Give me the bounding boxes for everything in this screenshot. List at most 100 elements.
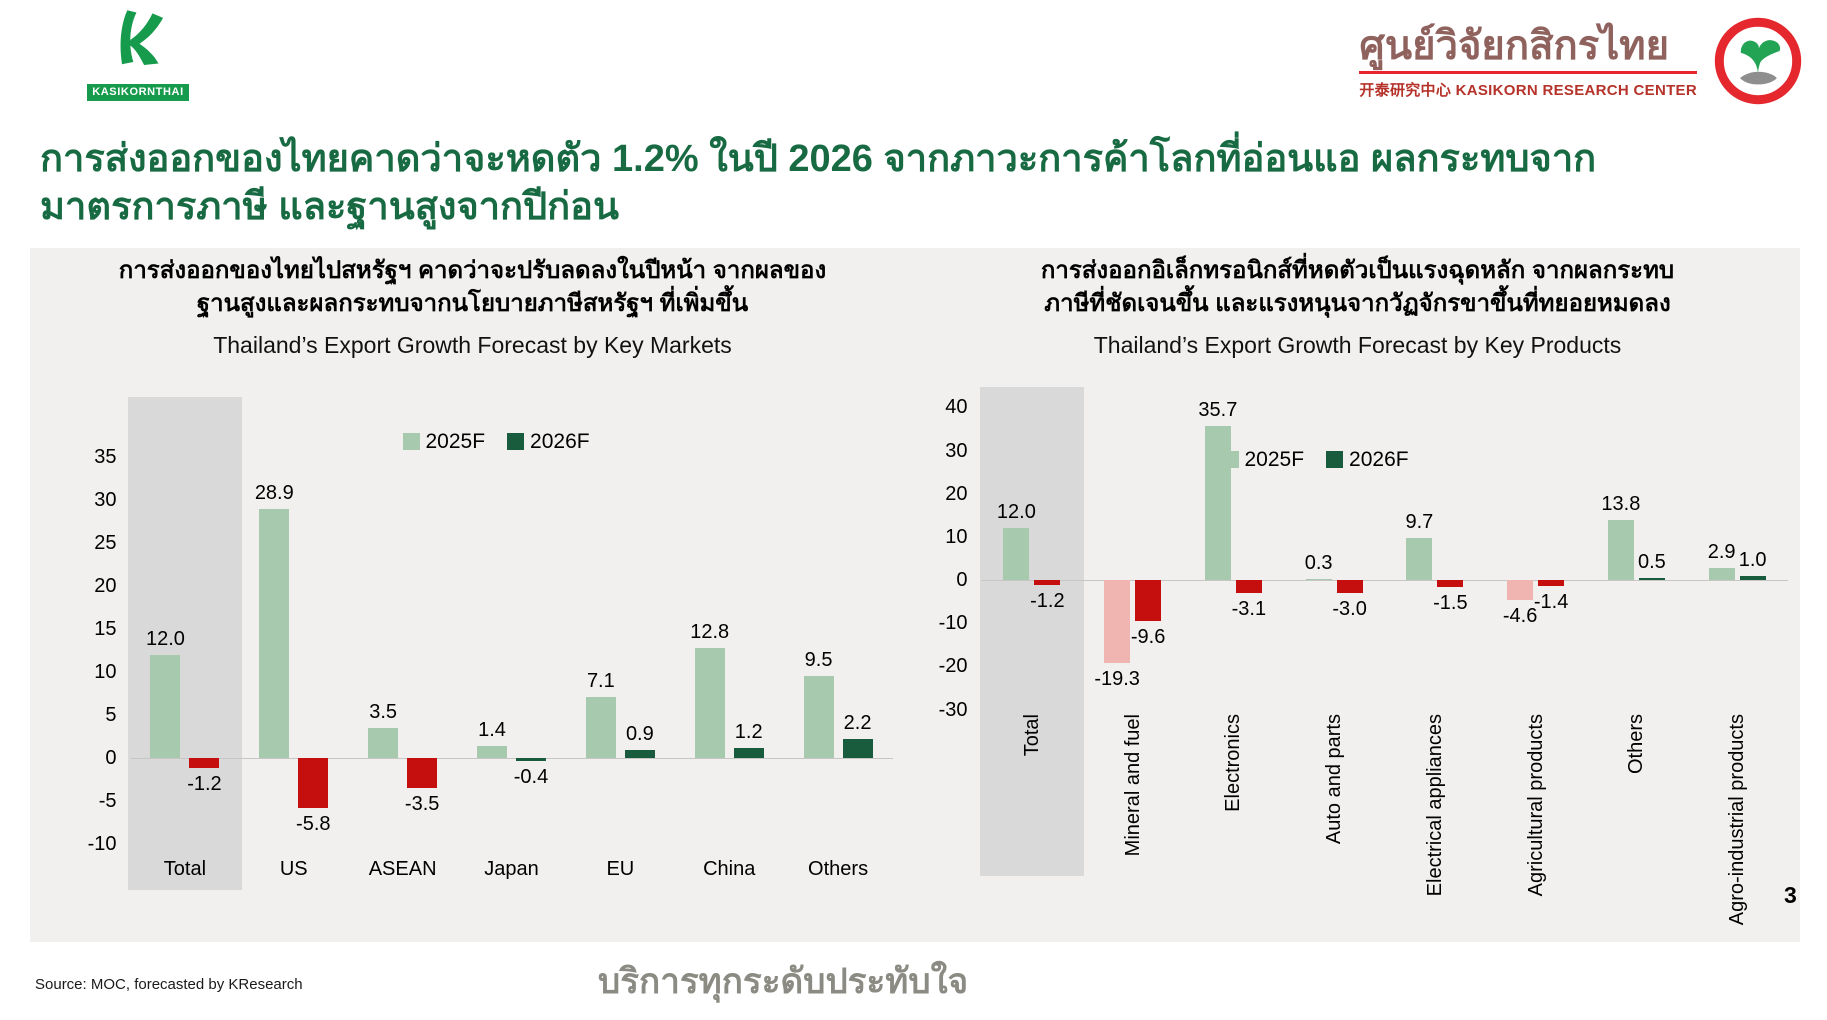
bar-2025f-china [694,647,725,758]
chart-block-key-markets: การส่งออกของไทยไปสหรัฐฯ คาดว่าจะปรับลดลง… [30,248,915,942]
value-label-2025f-us: 28.9 [254,482,294,505]
bar-2025f-others [1607,520,1634,581]
value-label-2026f-total: -1.2 [187,773,222,796]
bar-2025f-total [150,654,181,758]
bar-2025f-electrical-appliances [1406,538,1433,581]
bar-chart-key-products: 40 30 20 10 0 -10 -20 -30 12.0 -19.3 35.7 0.3 9.7 -4.… [922,374,1794,949]
y-axis-tick: 0 [105,746,117,769]
left-chart-subtitle: การส่งออกของไทยไปสหรัฐฯ คาดว่าจะปรับลดลง… [30,254,915,320]
value-label-2026f-auto-and-parts: -3.0 [1332,598,1367,620]
y-axis-tick: 35 [94,445,117,468]
y-axis-tick: 20 [94,574,117,597]
y-axis-tick: 15 [94,617,117,640]
category-label-electrical-appliances: Electrical appliances [1423,713,1446,897]
right-chart-subtitle-line2: ภาษีที่ชัดเจนขึ้น และแรงหนุนจากวัฏจักรขา… [1044,290,1671,318]
y-axis-tick: 40 [945,396,968,419]
krc-red-underline [1359,70,1697,74]
right-chart-subtitle-line1: การส่งออกอิเล็กทรอนิกส์ที่หดตัวเป็นแรงฉุ… [1040,257,1675,284]
category-label-others: Others [808,857,869,880]
bar-2026f-us [298,757,329,808]
bar-2025f-asean [368,727,399,758]
value-label-2025f-mineral-and-fuel: -19.3 [1094,668,1140,691]
value-label-2026f-eu: 0.9 [625,723,654,746]
category-label-asean: ASEAN [368,857,437,880]
bar-2025f-eu [585,696,616,758]
y-axis-tick: 30 [945,439,968,462]
bar-2025f-auto-and-parts [1305,578,1332,581]
value-label-2026f-japan: -0.4 [513,766,549,789]
chart-block-key-products: การส่งออกอิเล็กทรอนิกส์ที่หดตัวเป็นแรงฉุ… [915,248,1800,942]
value-label-2026f-us: -5.8 [296,812,331,835]
y-axis-tick: 10 [94,660,117,683]
legend-swatch-2026f [1326,451,1344,469]
kasikorn-k-icon [120,10,164,65]
value-label-2025f-agricultural-products: -4.6 [1502,604,1538,627]
value-label-2025f-others: 13.8 [1601,493,1641,516]
left-chart-subtitle-line2: ฐานสูงและผลกระทบจากนโยบายภาษีสหรัฐฯ ที่เ… [196,290,749,318]
zero-axis-line [130,757,893,759]
category-label-electronics: Electronics [1222,713,1245,812]
bar-2025f-others [803,676,834,758]
y-axis-tick: -5 [98,789,117,812]
source-note: Source: MOC, forecasted by KResearch [35,976,303,993]
right-chart-subtitle: การส่งออกอิเล็กทรอนิกส์ที่หดตัวเป็นแรงฉุ… [915,254,1800,320]
page-title: การส่งออกของไทยคาดว่าจะหดตัว 1.2% ในปี 2… [40,136,1800,231]
bar-2026f-agricultural-products [1538,580,1565,587]
legend-label-2026f: 2026F [530,429,590,453]
y-axis-tick: 30 [94,488,117,511]
legend-label-2025f: 2025F [1244,447,1305,471]
bar-2026f-electronics [1235,580,1262,594]
category-label-total: Total [1020,713,1043,757]
value-label-2026f-china: 1.2 [734,720,763,743]
category-label-total: Total [163,857,207,880]
value-label-2026f-others: 0.5 [1637,550,1666,573]
right-chart-title: Thailand’s Export Growth Forecast by Key… [1093,332,1622,359]
bar-2025f-agricultural-products [1507,580,1534,600]
bar-2025f-japan [477,745,507,758]
value-label-2026f-total: -1.2 [1030,590,1065,613]
bar-2025f-mineral-and-fuel [1104,580,1131,664]
category-label-eu: EU [606,857,635,880]
y-axis-tick: 0 [956,569,968,592]
legend-label-2025f: 2025F [425,429,486,453]
bar-2026f-total [189,757,220,769]
legend-item-2025f: 2025F [1221,447,1305,472]
bar-2025f-agro-industrial-products [1708,567,1735,581]
y-axis-tick: 25 [94,531,117,554]
bar-2025f-us [259,509,290,758]
slogan-thai: บริการทุกระดับประทับใจ [598,962,969,1001]
bar-2026f-asean [407,757,438,789]
value-label-2026f-electronics: -3.1 [1231,598,1267,621]
page-number: 3 [1784,882,1797,908]
bar-2026f-agro-industrial-products [1739,575,1766,581]
legend-item-2025f: 2025F [402,429,486,454]
value-label-2026f-others: 2.2 [843,712,872,735]
value-label-2025f-japan: 1.4 [478,718,506,741]
category-label-auto-and-parts: Auto and parts [1323,713,1346,844]
value-label-2025f-agro-industrial-products: 2.9 [1707,540,1736,563]
bar-chart-key-markets: 35 30 25 20 15 10 5 0 -5 -10 12.0 28.9 3.5 1.4 7.1 12.8… [43,374,903,919]
category-label-agro-industrial-products: Agro-industrial products [1726,713,1749,926]
value-label-2025f-china: 12.8 [690,620,730,643]
kasikorn-research-center-logo: ศูนย์วิจัยกสิกรไทย 开泰研究中心 KASIKORN RESEA… [1359,16,1803,106]
category-label-japan: Japan [484,857,539,880]
legend-label-2026f: 2026F [1349,447,1409,471]
left-chart-subtitle-line1: การส่งออกของไทยไปสหรัฐฯ คาดว่าจะปรับลดลง… [118,257,827,284]
krc-subtitle: 开泰研究中心 KASIKORN RESEARCH CENTER [1359,81,1697,99]
value-label-2025f-others: 9.5 [804,649,833,672]
y-axis-tick: -10 [938,612,968,635]
kasikornthai-logo: KASIKORNTHAI [78,8,198,101]
value-label-2025f-total: 12.0 [145,627,185,650]
category-label-mineral-and-fuel: Mineral and fuel [1121,713,1144,857]
legend-item-2026f: 2026F [1326,448,1409,472]
value-label-2026f-electrical-appliances: -1.5 [1433,591,1468,614]
y-axis-tick: -10 [87,833,117,855]
chart-legend: 2025F 2026F [402,429,590,454]
category-label-others: Others [1625,713,1648,774]
value-label-2025f-eu: 7.1 [586,669,615,692]
value-label-2025f-electrical-appliances: 9.7 [1405,511,1434,534]
bar-2025f-total [1003,528,1030,581]
legend-item-2026f: 2026F [507,430,590,454]
value-label-2026f-agro-industrial-products: 1.0 [1738,548,1767,571]
